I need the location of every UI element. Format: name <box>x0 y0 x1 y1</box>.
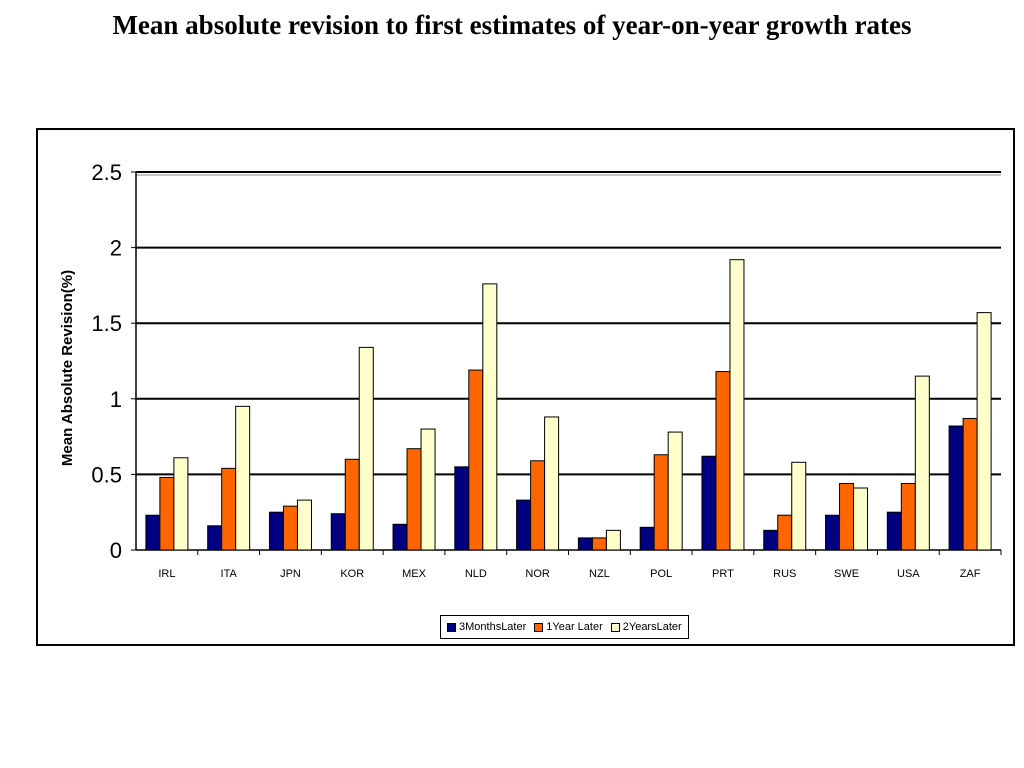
legend-item-series-1: 1Year Later <box>534 621 603 633</box>
bar-nzl-series-2 <box>605 529 621 551</box>
x-tick-label: NZL <box>589 568 610 580</box>
bar-zaf-series-0 <box>948 425 964 551</box>
bar-nor-series-1 <box>530 460 546 551</box>
legend-swatch-series-1 <box>534 622 544 632</box>
bar-mex-series-1 <box>406 448 422 551</box>
bar-usa-series-1 <box>900 482 916 551</box>
y-tick-label: 0.5 <box>91 462 122 487</box>
bar-rus-series-2 <box>791 461 807 551</box>
x-tick-label: PRT <box>712 568 734 580</box>
bar-jpn-series-1 <box>282 505 298 551</box>
bar-irl-series-0 <box>145 514 161 551</box>
x-tick-label: MEX <box>402 568 427 580</box>
x-tick-label: NOR <box>525 568 550 580</box>
bar-swe-series-2 <box>853 487 869 551</box>
y-axis-title: Mean Absolute Revision(%) <box>59 270 76 466</box>
bar-ita-series-0 <box>207 525 223 551</box>
bar-ita-series-2 <box>235 405 251 551</box>
legend-swatch-series-0 <box>447 622 456 632</box>
bar-nor-series-2 <box>544 416 560 551</box>
bar-nld-series-1 <box>468 369 484 551</box>
bar-nzl-series-0 <box>577 537 593 551</box>
bar-nor-series-0 <box>516 499 532 551</box>
chart-frame <box>36 128 1015 646</box>
bar-prt-series-1 <box>715 371 731 551</box>
bar-usa-series-0 <box>886 511 902 551</box>
bar-kor-series-2 <box>358 346 374 551</box>
legend-item-series-0: 3MonthsLater <box>447 621 526 633</box>
y-tick-label: 1.5 <box>91 311 122 336</box>
legend-swatch-series-2 <box>610 622 620 632</box>
slide-title: Mean absolute revision to first estimate… <box>112 10 912 40</box>
bar-zaf-series-2 <box>976 312 992 551</box>
bar-prt-series-2 <box>729 259 745 551</box>
legend-label-series-1: 1Year Later <box>546 621 603 633</box>
x-tick-label: ITA <box>221 568 238 580</box>
x-tick-label: ZAF <box>960 568 981 580</box>
x-tick-label: JPN <box>280 568 301 580</box>
y-tick-label: 2.5 <box>91 160 122 185</box>
bar-pol-series-1 <box>653 454 669 551</box>
bar-mex-series-2 <box>420 428 436 551</box>
bar-zaf-series-1 <box>962 417 978 551</box>
x-tick-label: SWE <box>834 568 859 580</box>
legend: 3MonthsLater 1Year Later 2YearsLater <box>440 615 689 639</box>
bar-irl-series-1 <box>159 476 175 551</box>
bar-nld-series-0 <box>454 466 470 551</box>
bar-ita-series-1 <box>221 467 237 551</box>
bar-irl-series-2 <box>173 457 189 551</box>
bar-usa-series-2 <box>914 375 930 551</box>
bar-prt-series-0 <box>701 455 717 551</box>
y-tick-label: 1 <box>110 387 122 412</box>
x-tick-label: USA <box>897 568 920 580</box>
bar-mex-series-0 <box>392 523 408 551</box>
bar-swe-series-1 <box>839 482 855 551</box>
x-tick-label: IRL <box>158 568 175 580</box>
bar-nld-series-2 <box>482 283 498 551</box>
bar-rus-series-0 <box>763 529 779 551</box>
x-tick-label: POL <box>650 568 672 580</box>
bar-nzl-series-1 <box>591 537 607 551</box>
x-tick-label: KOR <box>340 568 364 580</box>
legend-label-series-2: 2YearsLater <box>622 621 682 633</box>
bar-rus-series-1 <box>777 514 793 551</box>
legend-label-series-0: 3MonthsLater <box>459 621 527 633</box>
bar-jpn-series-0 <box>268 511 284 551</box>
bar-pol-series-2 <box>667 431 683 551</box>
y-tick-label: 2 <box>110 236 122 261</box>
bar-swe-series-0 <box>825 514 841 551</box>
bar-jpn-series-2 <box>296 499 312 551</box>
legend-item-series-2: 2YearsLater <box>610 621 682 633</box>
bar-kor-series-1 <box>344 458 360 551</box>
y-tick-label: 0 <box>110 538 122 563</box>
bar-kor-series-0 <box>330 513 346 551</box>
x-tick-label: NLD <box>465 568 487 580</box>
bar-pol-series-0 <box>639 526 655 551</box>
x-tick-label: RUS <box>773 568 796 580</box>
